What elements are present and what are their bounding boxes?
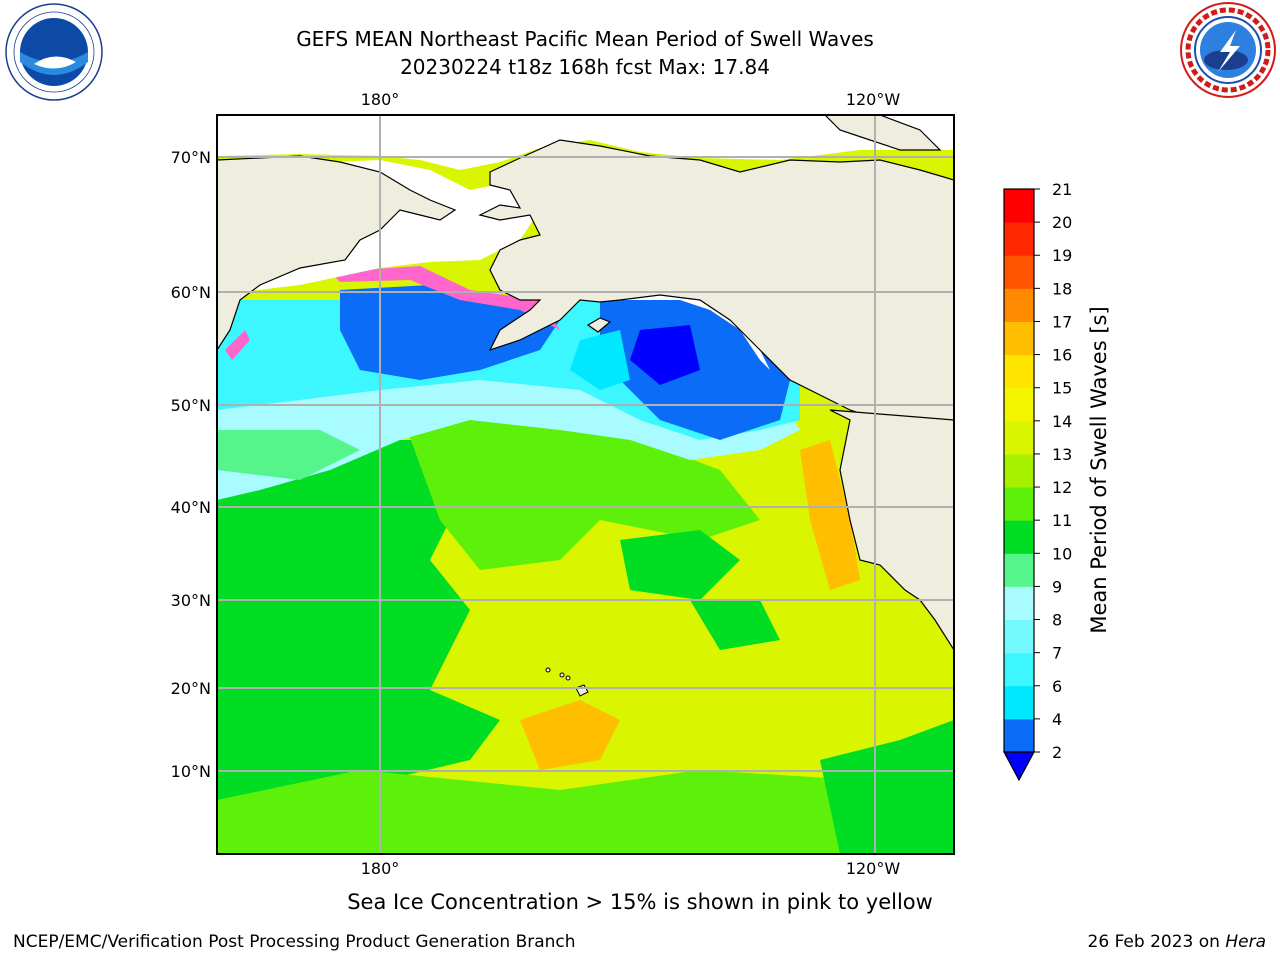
colorbar-tick-label: 16 xyxy=(1052,346,1072,365)
colorbar-tick-label: 14 xyxy=(1052,412,1072,431)
lat-tick: 40°N xyxy=(171,498,211,517)
map-frame xyxy=(216,114,955,855)
colorbar-tick-label: 2 xyxy=(1052,743,1062,762)
sea-ice-band-west xyxy=(225,330,250,360)
colorbar-tick-label: 6 xyxy=(1052,677,1062,696)
colorbar-tick-label: 7 xyxy=(1052,644,1062,663)
lat-tick: 70°N xyxy=(171,148,211,167)
swell-field-green-south xyxy=(217,760,954,854)
colorbar-tick-label: 20 xyxy=(1052,213,1072,232)
lon-tick-top: 120°W xyxy=(846,90,901,109)
colorbar-tick-label: 11 xyxy=(1052,511,1072,530)
colorbar-segment xyxy=(1004,288,1034,322)
colorbar-segment xyxy=(1004,420,1034,455)
colorbar-frame xyxy=(1003,188,1035,753)
colorbar-tick-label: 18 xyxy=(1052,279,1072,298)
swell-field-cyan-gulf xyxy=(570,330,630,390)
swell-field-deepblue-gulf xyxy=(630,325,700,385)
land-hawaii-islet xyxy=(565,675,571,681)
land-kodiak xyxy=(586,317,612,333)
lat-tick: 60°N xyxy=(171,283,211,302)
lat-tick: 10°N xyxy=(171,762,211,781)
chart-subtitle: 20230224 t18z 168h fcst Max: 17.84 xyxy=(400,55,770,79)
footer-date: 26 Feb 2023 on Hera xyxy=(1088,932,1266,952)
swell-field-lightgreen-mid xyxy=(400,410,760,570)
colorbar-segment xyxy=(1004,520,1034,554)
footer-credit: NCEP/EMC/Verification Post Processing Pr… xyxy=(13,932,576,952)
colorbar-extend-arrow xyxy=(1002,751,1036,782)
lon-tick-bottom: 120°W xyxy=(846,859,901,878)
swell-field-green-se xyxy=(820,720,954,854)
colorbar-tick-label: 13 xyxy=(1052,445,1072,464)
colorbar-tick-label: 21 xyxy=(1052,180,1072,199)
footer-date-text: 26 Feb 2023 on xyxy=(1087,932,1226,952)
colorbar-segment xyxy=(1004,453,1034,488)
land-na-coast xyxy=(829,409,954,652)
colorbar-segment xyxy=(1004,619,1034,654)
swell-field-orange-coast xyxy=(800,440,860,590)
colorbar-segment xyxy=(1004,553,1034,587)
lat-tick: 50°N xyxy=(171,396,211,415)
colorbar-tick-label: 9 xyxy=(1052,577,1062,596)
lat-tick: 20°N xyxy=(171,679,211,698)
colorbar-segment xyxy=(1004,321,1034,356)
colorbar-tick-label: 15 xyxy=(1052,379,1072,398)
colorbar-segment xyxy=(1004,189,1034,223)
colorbar-tick-label: 8 xyxy=(1052,611,1062,630)
nws-logo-icon xyxy=(1180,2,1276,98)
swell-field-blue-west xyxy=(340,285,560,380)
colorbar-tick-label: 19 xyxy=(1052,246,1072,265)
map-gridlines xyxy=(217,115,954,854)
swell-field-green-mid xyxy=(620,530,740,600)
colorbar-segment xyxy=(1004,586,1034,621)
land-arctic-islands xyxy=(824,115,942,151)
swell-field-green-west xyxy=(217,440,500,820)
lat-tick: 30°N xyxy=(171,591,211,610)
colorbar-label: Mean Period of Swell Waves [s] xyxy=(1087,306,1111,633)
swell-field-green-mid2 xyxy=(690,600,780,650)
sea-ice-caption: Sea Ice Concentration > 15% is shown in … xyxy=(347,890,933,914)
colorbar-segment xyxy=(1004,354,1034,389)
footer-host: Hera xyxy=(1225,932,1266,952)
colorbar-segment xyxy=(1004,718,1034,753)
colorbar-segment xyxy=(1004,652,1034,687)
chart-title: GEFS MEAN Northeast Pacific Mean Period … xyxy=(296,27,874,51)
map-plot-area xyxy=(217,115,954,854)
land-hawaii-islet xyxy=(545,667,551,673)
land-hawaii-islet xyxy=(559,672,565,678)
swell-field-green-belt xyxy=(217,430,360,480)
colorbar-segment xyxy=(1004,387,1034,422)
colorbar-tick-label: 10 xyxy=(1052,544,1072,563)
colorbar-segment xyxy=(1004,255,1034,289)
lon-tick-top: 180° xyxy=(361,90,400,109)
colorbar-tick-label: 4 xyxy=(1052,710,1062,729)
colorbar-tick-label: 12 xyxy=(1052,478,1072,497)
lon-tick-bottom: 180° xyxy=(361,859,400,878)
colorbar-tick-label: 17 xyxy=(1052,312,1072,331)
colorbar-segment xyxy=(1004,222,1034,256)
land-alaska xyxy=(478,139,954,501)
colorbar-segment xyxy=(1004,685,1034,720)
swell-field-orange-south xyxy=(520,700,620,770)
colorbar: 2 4 6 7 8 9 10 11 12 13 14 15 16 17 18 19 20 21 xyxy=(1002,180,1072,782)
noaa-logo-icon xyxy=(5,3,103,101)
colorbar-segment xyxy=(1004,487,1034,521)
